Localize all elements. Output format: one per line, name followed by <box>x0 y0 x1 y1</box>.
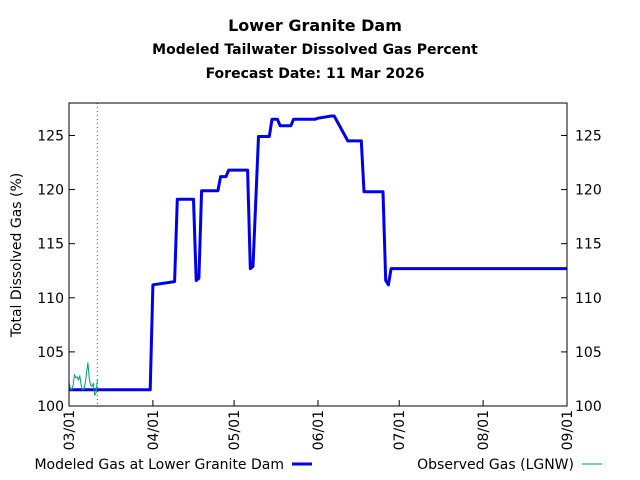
legend-modeled-label: Modeled Gas at Lower Granite Dam <box>34 457 284 473</box>
x-axis: 03/01 04/01 05/01 06/01 07/01 08/01 09/01 <box>62 400 576 450</box>
x-tick-label: 07/01 <box>392 410 408 450</box>
y-axis-right: 100 105 110 115 120 125 <box>561 128 602 415</box>
legend-observed-label: Observed Gas (LGNW) <box>417 457 574 473</box>
x-tick-label: 04/01 <box>146 410 162 450</box>
y-tick-label-right: 115 <box>575 237 602 253</box>
x-tick-label: 09/01 <box>560 410 576 450</box>
x-tick-label: 08/01 <box>476 410 492 450</box>
y-tick-label-left: 110 <box>37 291 64 307</box>
y-tick-label-right: 120 <box>575 183 602 199</box>
y-tick-label-right: 100 <box>575 399 602 415</box>
y-tick-label-left: 105 <box>37 345 64 361</box>
y-axis-left: 100 105 110 115 120 125 <box>37 128 75 415</box>
x-tick-label: 05/01 <box>227 410 243 450</box>
chart-subtitle: Modeled Tailwater Dissolved Gas Percent <box>152 42 478 58</box>
modeled-gas-line <box>69 114 567 392</box>
plot-area <box>68 103 567 406</box>
y-tick-label-left: 100 <box>37 399 64 415</box>
observed-gas-line <box>68 362 98 396</box>
y-tick-label-right: 110 <box>575 291 602 307</box>
y-tick-label-right: 105 <box>575 345 602 361</box>
plot-frame <box>68 102 568 407</box>
legend-modeled: Modeled Gas at Lower Granite Dam <box>34 457 312 473</box>
legend-observed: Observed Gas (LGNW) <box>417 457 602 473</box>
x-tick-label: 03/01 <box>62 410 78 450</box>
y-tick-label-left: 120 <box>37 183 64 199</box>
chart-title: Lower Granite Dam <box>228 16 402 35</box>
y-tick-label-left: 125 <box>37 128 64 144</box>
x-tick-label: 06/01 <box>311 410 327 450</box>
y-tick-label-right: 125 <box>575 128 602 144</box>
y-tick-label-left: 115 <box>37 237 64 253</box>
y-axis-label: Total Dissolved Gas (%) <box>9 173 25 339</box>
forecast-date-label: Forecast Date: 11 Mar 2026 <box>206 66 425 82</box>
